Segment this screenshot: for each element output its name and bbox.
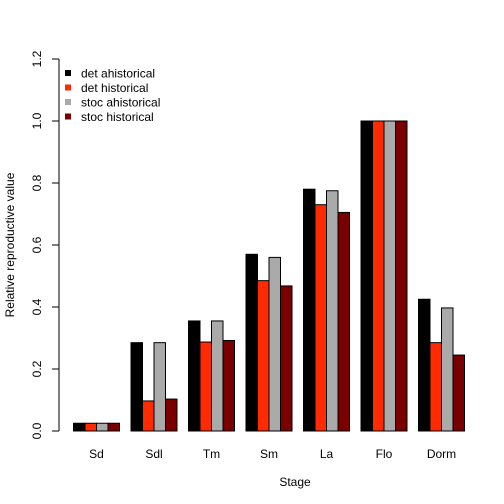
legend-label: stoc historical (81, 110, 154, 124)
bar-sd-det-ahistorical (73, 422, 86, 432)
bar-dorm-det-historical (429, 342, 442, 432)
bar-la-det-ahistorical (303, 188, 316, 432)
bar-flo-stoc-historical (395, 120, 408, 432)
bar-flo-stoc-ahistorical (383, 120, 396, 432)
bar-sdl-stoc-ahistorical (153, 342, 166, 432)
bar-la-det-historical (314, 204, 327, 432)
y-tick-label: 0.4 (30, 298, 44, 315)
x-tick-label: Tm (203, 447, 220, 461)
x-tick-label: Flo (376, 447, 393, 461)
x-tick-label: Sd (89, 447, 104, 461)
legend-swatch (65, 84, 71, 91)
bar-group (73, 120, 465, 432)
bar-sdl-det-historical (142, 400, 155, 432)
legend-swatch (65, 99, 71, 105)
y-tick-label: 1.0 (30, 112, 44, 129)
bar-sdl-stoc-historical (165, 398, 178, 432)
y-axis: 0.0 0.2 0.4 0.6 0.8 1.0 1.2 (30, 50, 60, 439)
bar-sm-det-historical (257, 280, 270, 432)
y-axis-title: Relative reproductive value (3, 172, 17, 317)
y-tick-label: 0.8 (30, 174, 44, 191)
x-tick-label: Sdl (145, 447, 162, 461)
x-tick-label: La (320, 447, 334, 461)
x-tick-label: Dorm (427, 447, 456, 461)
x-tick-label: Sm (260, 447, 278, 461)
y-tick-label: 0.0 (30, 422, 44, 439)
y-tick-label: 1.2 (30, 50, 44, 67)
bar-sdl-det-ahistorical (130, 342, 143, 432)
x-axis: Sd Sdl Tm Sm La Flo Dorm (89, 447, 456, 461)
bar-sm-det-ahistorical (245, 253, 258, 432)
bar-sd-stoc-historical (107, 422, 120, 432)
legend-label: stoc ahistorical (81, 96, 160, 110)
bar-tm-det-ahistorical (188, 320, 201, 432)
x-axis-title: Stage (279, 475, 311, 489)
bar-dorm-det-ahistorical (418, 298, 431, 432)
legend-label: det ahistorical (81, 67, 155, 81)
bar-tm-stoc-ahistorical (211, 320, 224, 432)
legend-swatch (65, 70, 71, 76)
bar-sm-stoc-historical (280, 285, 293, 432)
bar-flo-det-ahistorical (360, 120, 373, 432)
bar-sd-det-historical (84, 422, 97, 432)
bar-dorm-stoc-historical (452, 354, 465, 432)
bar-la-stoc-ahistorical (326, 190, 339, 432)
bar-dorm-stoc-ahistorical (441, 307, 454, 432)
bar-sd-stoc-ahistorical (96, 422, 109, 432)
bar-la-stoc-historical (337, 211, 350, 432)
y-tick-label: 0.6 (30, 236, 44, 253)
bar-flo-det-historical (372, 120, 385, 432)
bar-sm-stoc-ahistorical (268, 256, 281, 432)
legend-swatch (65, 113, 71, 120)
y-tick-label: 0.2 (30, 360, 44, 377)
legend-label: det historical (81, 81, 148, 95)
bar-tm-stoc-historical (222, 339, 235, 432)
bar-tm-det-historical (199, 341, 212, 432)
